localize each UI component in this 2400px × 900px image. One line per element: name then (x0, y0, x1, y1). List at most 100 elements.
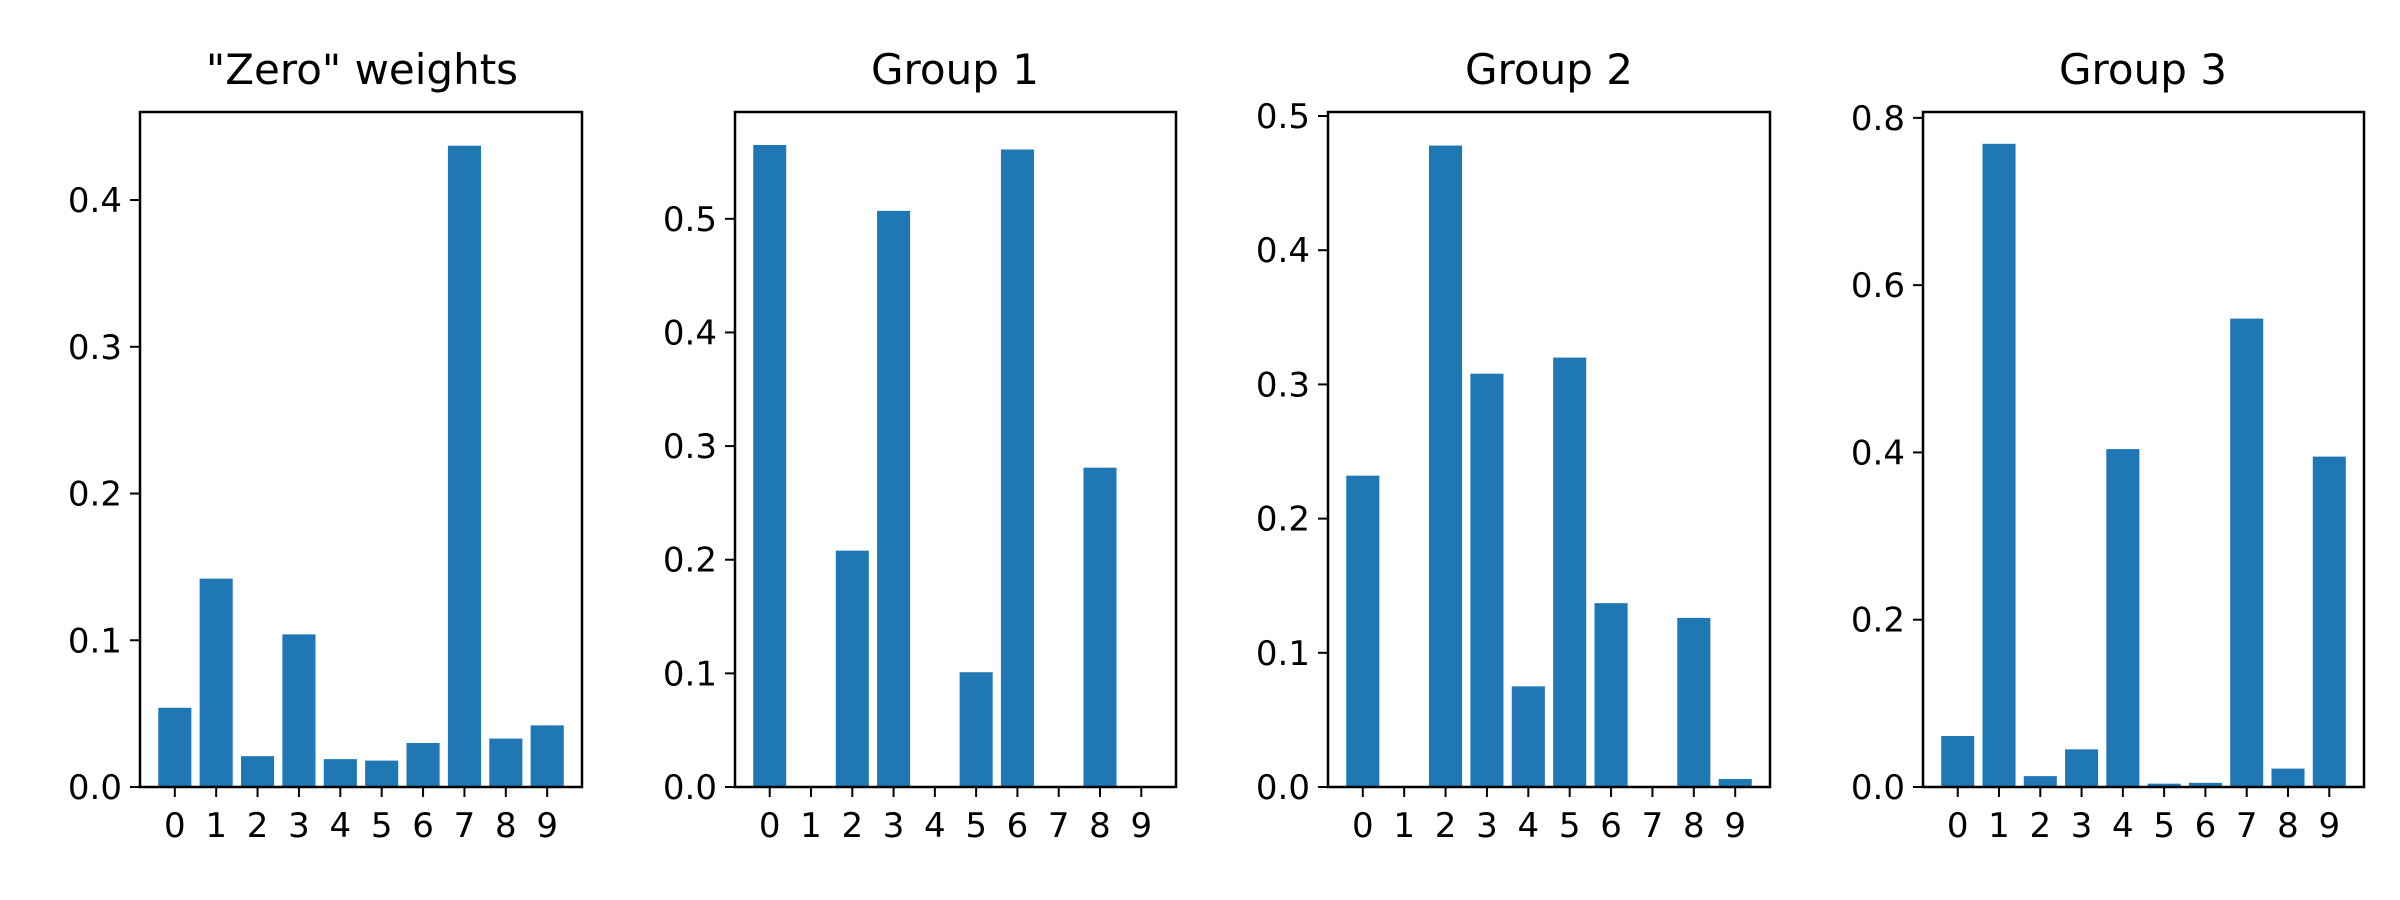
bar-5 (1553, 357, 1587, 787)
y-tick-label: 0.0 (1851, 768, 1905, 808)
x-tick-label: 5 (371, 806, 393, 846)
x-tick-label: 7 (454, 806, 476, 846)
x-tick-label: 0 (1352, 806, 1374, 846)
bar-1 (1982, 143, 2016, 787)
bar-9 (2312, 456, 2346, 787)
x-tick-label: 2 (841, 806, 863, 846)
y-tick-label: 0.5 (1256, 97, 1310, 137)
y-tick-label: 0.4 (1851, 433, 1905, 473)
y-tick-label: 0.2 (1256, 500, 1310, 540)
x-tick-label: 3 (1476, 806, 1498, 846)
x-tick-label: 0 (164, 806, 186, 846)
bar-3 (877, 210, 911, 788)
chart-panel-zero-weights: "Zero" weights 0.0 0.1 0.2 0.3 0.4 0 1 2 3 4 5 6 7 8 9 (68, 45, 584, 846)
x-tick-label: 9 (1724, 806, 1746, 846)
bar-4 (2106, 449, 2140, 787)
x-tick-label: 2 (1435, 806, 1457, 846)
bar-5 (365, 760, 399, 787)
x-tick-label: 5 (965, 806, 987, 846)
bar-7 (447, 145, 481, 787)
x-tick-label: 3 (288, 806, 310, 846)
panel-title: Group 2 (1465, 45, 1633, 94)
bar-6 (1594, 603, 1628, 787)
y-tick-label: 0.4 (1256, 231, 1310, 271)
y-tick-label: 0.0 (1256, 768, 1310, 808)
bar-5 (2147, 783, 2181, 787)
bar-2 (241, 756, 275, 787)
x-tick-label: 0 (759, 806, 781, 846)
bar-6 (406, 742, 440, 787)
y-tick-label: 0.3 (1256, 365, 1310, 405)
y-tick-label: 0.2 (1851, 601, 1905, 641)
x-tick-label: 2 (2029, 806, 2051, 846)
bar-4 (1511, 686, 1545, 787)
y-tick-label: 0.0 (663, 768, 717, 808)
axes-frame (733, 110, 1178, 789)
bar-0 (1346, 475, 1380, 787)
panel-title: "Zero" weights (206, 45, 518, 94)
x-tick-label: 8 (1089, 806, 1111, 846)
bar-2 (2023, 776, 2057, 787)
bar-3 (282, 634, 316, 787)
x-tick-label: 6 (1007, 806, 1029, 846)
x-tick-label: 5 (2153, 806, 2175, 846)
x-tick-label: 1 (1393, 806, 1415, 846)
bar-0 (753, 144, 787, 787)
x-tick-label: 0 (1947, 806, 1969, 846)
bar-2 (1429, 145, 1463, 788)
x-tick-label: 9 (2318, 806, 2340, 846)
x-tick-label: 6 (1600, 806, 1622, 846)
bar-2 (835, 550, 869, 787)
panel-title: Group 3 (2059, 45, 2227, 94)
x-tick-label: 7 (1048, 806, 1070, 846)
y-tick-label: 0.3 (663, 427, 717, 467)
x-tick-label: 4 (2112, 806, 2134, 846)
y-tick-label: 0.0 (68, 768, 122, 808)
y-tick-label: 0.8 (1851, 99, 1905, 139)
x-tick-label: 7 (2236, 806, 2258, 846)
x-tick-label: 8 (2277, 806, 2299, 846)
x-tick-label: 4 (1517, 806, 1539, 846)
bar-9 (530, 725, 564, 787)
bar-5 (959, 672, 993, 787)
y-tick-label: 0.4 (663, 313, 717, 353)
bar-3 (2065, 749, 2099, 787)
x-tick-label: 9 (536, 806, 558, 846)
x-tick-label: 1 (205, 806, 227, 846)
bar-6 (2188, 782, 2222, 787)
chart-panel-group-2: Group 2 0.0 0.1 0.2 0.3 0.4 0.5 0 1 2 3 4 5 6 7 8 9 (1256, 45, 1772, 846)
bar-4 (323, 759, 357, 787)
bar-8 (489, 738, 523, 787)
bar-0 (1941, 735, 1975, 787)
chart-panel-group-1: Group 1 0.0 0.1 0.2 0.3 0.4 0.5 0 1 2 3 4 5 6 7 8 9 (663, 45, 1178, 846)
bar-8 (1677, 617, 1711, 787)
panel-title: Group 1 (871, 45, 1039, 94)
bar-8 (2271, 768, 2305, 787)
y-tick-label: 0.1 (68, 621, 122, 661)
axes-frame (1921, 110, 2366, 789)
x-tick-label: 3 (2071, 806, 2093, 846)
y-tick-label: 0.4 (68, 181, 122, 221)
x-tick-label: 1 (1988, 806, 2010, 846)
x-tick-label: 8 (495, 806, 517, 846)
y-tick-label: 0.5 (663, 200, 717, 240)
x-tick-label: 6 (2195, 806, 2217, 846)
x-tick-label: 8 (1683, 806, 1705, 846)
x-tick-label: 7 (1642, 806, 1664, 846)
x-tick-label: 9 (1130, 806, 1152, 846)
bar-6 (1000, 149, 1034, 787)
x-tick-label: 3 (883, 806, 905, 846)
axes-frame (138, 110, 584, 789)
y-tick-label: 0.1 (663, 654, 717, 694)
y-tick-label: 0.3 (68, 328, 122, 368)
bar-8 (1083, 467, 1117, 787)
x-tick-label: 5 (1559, 806, 1581, 846)
bar-0 (158, 707, 192, 787)
chart-panel-group-3: Group 3 0.0 0.2 0.4 0.6 0.8 0 1 2 3 4 5 6 7 8 9 (1851, 45, 2366, 846)
bar-9 (1718, 778, 1752, 787)
y-tick-label: 0.2 (663, 541, 717, 581)
y-tick-label: 0.1 (1256, 634, 1310, 674)
bar-7 (2230, 318, 2264, 787)
x-tick-label: 6 (412, 806, 434, 846)
